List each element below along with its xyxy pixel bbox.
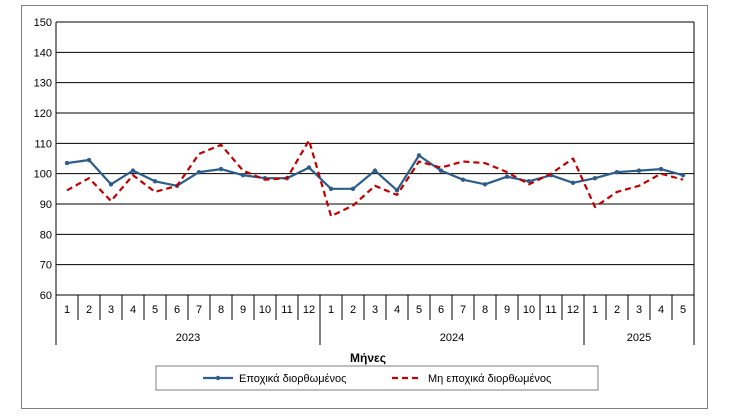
x-tick-label: 9 (504, 304, 510, 316)
x-tick-label: 8 (218, 304, 224, 316)
x-tick-label: 12 (303, 304, 315, 316)
series-1-point (680, 172, 686, 178)
y-tick-label: 100 (34, 169, 52, 181)
x-tick-label: 2 (350, 304, 356, 316)
series-1-point (350, 186, 356, 192)
series-1-point (306, 165, 312, 170)
series-1-point (328, 186, 334, 192)
y-tick-label: 90 (40, 199, 52, 211)
series-line-2 (66, 139, 684, 218)
legend-label-1: Εποχικά διορθωμένος (239, 373, 346, 385)
series-1-point (108, 182, 114, 187)
x-tick-label: 5 (416, 304, 422, 316)
x-tick-label: 9 (240, 304, 246, 316)
series-1-point (570, 180, 576, 185)
x-tick-label: 1 (64, 304, 70, 316)
series-1-point (658, 166, 664, 172)
series-1-point (460, 177, 466, 182)
y-tick-label: 70 (40, 260, 52, 272)
legend-marker-1 (215, 375, 221, 381)
x-tick-label: 5 (152, 304, 158, 316)
x-tick-label: 2 (86, 304, 92, 316)
legend: Εποχικά διορθωμένος Μη εποχικά διορθωμένο… (155, 365, 599, 391)
chart-frame (21, 5, 708, 409)
x-tick-label: 3 (108, 304, 114, 316)
series-1-point (504, 174, 510, 179)
x-tick-label: 7 (196, 304, 202, 316)
x-tick-label: 3 (372, 304, 378, 316)
series-1-point (218, 166, 224, 172)
x-tick-label: 5 (680, 304, 686, 316)
series-1-point (86, 157, 92, 163)
series-1-point (152, 179, 158, 184)
x-tick-label: 12 (567, 304, 579, 316)
series-1-point (614, 169, 620, 175)
gridlines (56, 21, 694, 296)
x-tick-label: 2 (614, 304, 620, 316)
x-tick-label: 4 (394, 304, 400, 316)
y-tick-label: 110 (34, 138, 52, 150)
x-tick-label: 4 (658, 304, 664, 316)
x-tick-label: 11 (281, 304, 292, 316)
x-tick-label: 1 (592, 304, 598, 316)
series-1-point (64, 160, 70, 166)
x-tick-label: 8 (482, 304, 488, 316)
series-1-point (592, 176, 598, 181)
x-tick-label: 6 (174, 304, 180, 316)
x-tick-label: 3 (636, 304, 642, 316)
y-tick-label: 60 (40, 290, 52, 302)
legend-label-2: Μη εποχικά διορθωμένος (428, 373, 551, 385)
series-1-point (240, 172, 246, 178)
x-group-label: 2025 (627, 332, 651, 344)
series-1-point (416, 153, 422, 158)
y-tick-label: 80 (40, 229, 52, 241)
y-tick-label: 140 (34, 47, 52, 59)
x-tick-label: 10 (523, 304, 535, 316)
x-group-label: 2023 (176, 332, 200, 344)
x-tick-label: 10 (259, 304, 271, 316)
x-tick-label: 1 (328, 304, 334, 316)
series-1-point (394, 188, 400, 193)
y-tick-label: 130 (34, 78, 52, 90)
series-1-point (196, 169, 202, 175)
series-1-point (372, 168, 378, 173)
series-layer (64, 139, 686, 218)
x-group-label: 2024 (440, 332, 464, 344)
series-1-point (636, 168, 642, 173)
x-axis-title: Μήνες (350, 351, 386, 365)
x-tick-label: 4 (130, 304, 136, 316)
x-tick-label: 6 (438, 304, 444, 316)
series-1-point (438, 168, 444, 173)
series-1-point (130, 168, 136, 173)
series-1-point (526, 179, 532, 184)
x-tick-label: 7 (460, 304, 466, 316)
x-tick-label: 11 (545, 304, 556, 316)
y-tick-label: 120 (34, 108, 52, 120)
y-tick-label: 150 (34, 17, 52, 29)
series-1-point (482, 182, 488, 187)
